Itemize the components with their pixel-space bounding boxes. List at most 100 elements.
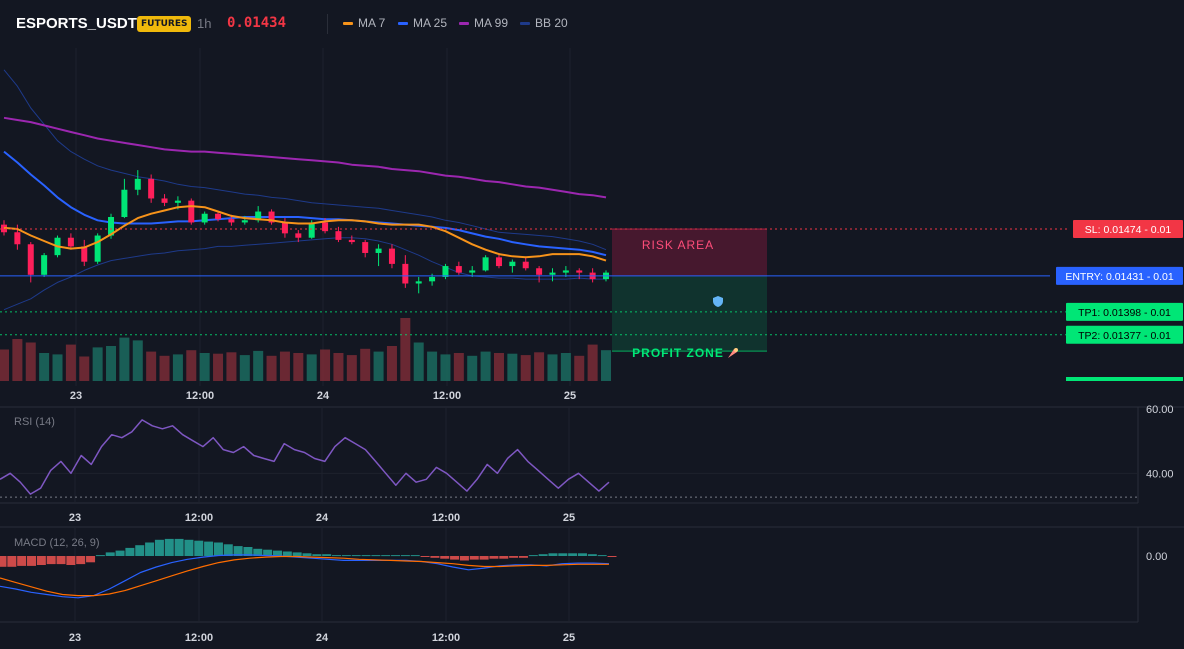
candle-body: [429, 276, 436, 282]
macd-histogram-bar: [577, 553, 587, 556]
legend-item-bb-20[interactable]: BB 20: [520, 16, 568, 30]
candle-body: [536, 268, 543, 275]
symbol-title[interactable]: ESPORTS_USDT: [16, 15, 137, 32]
candle-body: [134, 178, 141, 190]
volume-bar: [266, 355, 277, 381]
candle-body: [348, 239, 355, 243]
macd-histogram-bar: [253, 548, 263, 556]
legend-swatch: [459, 21, 469, 25]
macd-histogram-bar: [27, 556, 37, 566]
x-axis-label: 25: [563, 632, 575, 644]
macd-histogram-bar: [558, 553, 568, 556]
volume-bar: [186, 350, 197, 381]
macd-histogram-bar: [410, 555, 420, 557]
candle-body: [215, 213, 222, 220]
macd-histogram-bar: [86, 556, 96, 563]
volume-bar: [601, 350, 611, 381]
candle-body: [335, 231, 342, 240]
macd-title: MACD (12, 26, 9): [14, 537, 100, 549]
x-axis-label: 12:00: [432, 512, 460, 524]
volume-bar: [92, 347, 103, 381]
rocket-icon-window: [734, 348, 738, 352]
volume-bar: [106, 346, 117, 381]
macd-histogram-bar: [351, 555, 361, 557]
volume-bar: [534, 352, 545, 381]
x-axis-label: 12:00: [185, 632, 213, 644]
x-axis-label: 25: [563, 512, 575, 524]
legend-swatch: [398, 21, 408, 25]
macd-histogram-bar: [105, 552, 115, 556]
candle-body: [81, 246, 88, 262]
macd-histogram-bar: [391, 555, 401, 557]
volume-bar: [320, 349, 331, 381]
candle-body: [375, 248, 382, 253]
legend-item-ma-7[interactable]: MA 7: [343, 16, 385, 30]
volume-bar: [199, 353, 210, 381]
macd-histogram-bar: [56, 556, 66, 565]
bb-lower-line: [3, 237, 606, 311]
candle-body: [255, 211, 262, 221]
candle-body: [308, 222, 315, 238]
x-axis-label: 24: [316, 512, 329, 524]
candle-body: [549, 272, 556, 275]
volume-bar: [293, 353, 304, 381]
legend-item-ma-25[interactable]: MA 25: [398, 16, 447, 30]
signal-line: [0, 555, 609, 597]
volume-bar: [507, 353, 518, 381]
volume-bar: [400, 318, 411, 381]
macd-histogram-bar: [302, 553, 312, 556]
volume-bar: [279, 351, 290, 381]
header-divider: [327, 14, 328, 34]
macd-histogram-bar: [440, 556, 450, 559]
legend-label: MA 7: [358, 16, 386, 30]
volume-bar: [239, 355, 250, 381]
volume-bar: [547, 354, 558, 381]
candle-body: [94, 235, 101, 262]
x-axis-label: 12:00: [432, 632, 460, 644]
candle-body: [576, 270, 583, 273]
timeframe-label[interactable]: 1h: [197, 16, 212, 31]
rsi-title: RSI (14): [14, 416, 55, 428]
candle-body: [509, 261, 516, 267]
macd-histogram-bar: [17, 556, 27, 566]
legend-label: MA 99: [474, 16, 509, 30]
candle-body: [41, 255, 48, 275]
volume-bar: [427, 351, 438, 381]
x-axis-label: 12:00: [186, 390, 214, 402]
macd-histogram-bar: [292, 552, 302, 556]
candle-body: [522, 261, 529, 269]
volume-bar: [520, 355, 531, 381]
price-tag-label: TP2: 0.01377 - 0.01: [1078, 330, 1171, 342]
candle-body: [27, 244, 34, 275]
volume-bar: [119, 337, 130, 381]
legend-label: BB 20: [535, 16, 568, 30]
macd-histogram-bar: [430, 556, 440, 558]
candle-body: [14, 232, 21, 245]
candle-body: [148, 178, 155, 199]
macd-histogram-bar: [509, 556, 519, 558]
macd-histogram-bar: [400, 555, 410, 557]
macd-histogram-bar: [7, 556, 17, 567]
candle-body: [295, 233, 302, 238]
legend-item-ma-99[interactable]: MA 99: [459, 16, 508, 30]
risk-zone: [612, 228, 767, 276]
volume-bar: [25, 342, 36, 381]
macd-line: [0, 554, 610, 599]
x-axis-label: 23: [69, 512, 81, 524]
candle-body: [388, 248, 395, 264]
x-axis-label: 24: [317, 390, 330, 402]
volume-bar: [587, 344, 598, 381]
volume-bar: [132, 340, 143, 381]
candle-body: [201, 213, 208, 223]
volume-bar: [467, 355, 478, 381]
macd-histogram-bar: [332, 555, 342, 557]
legend-swatch: [520, 21, 530, 25]
volume-bar: [172, 354, 183, 381]
macd-histogram-bar: [95, 555, 105, 557]
macd-histogram-bar: [568, 553, 578, 556]
rsi-axis-label: 40.00: [1146, 468, 1174, 480]
macd-histogram-bar: [76, 556, 86, 565]
macd-histogram-bar: [597, 555, 607, 557]
macd-histogram-bar: [233, 546, 243, 556]
